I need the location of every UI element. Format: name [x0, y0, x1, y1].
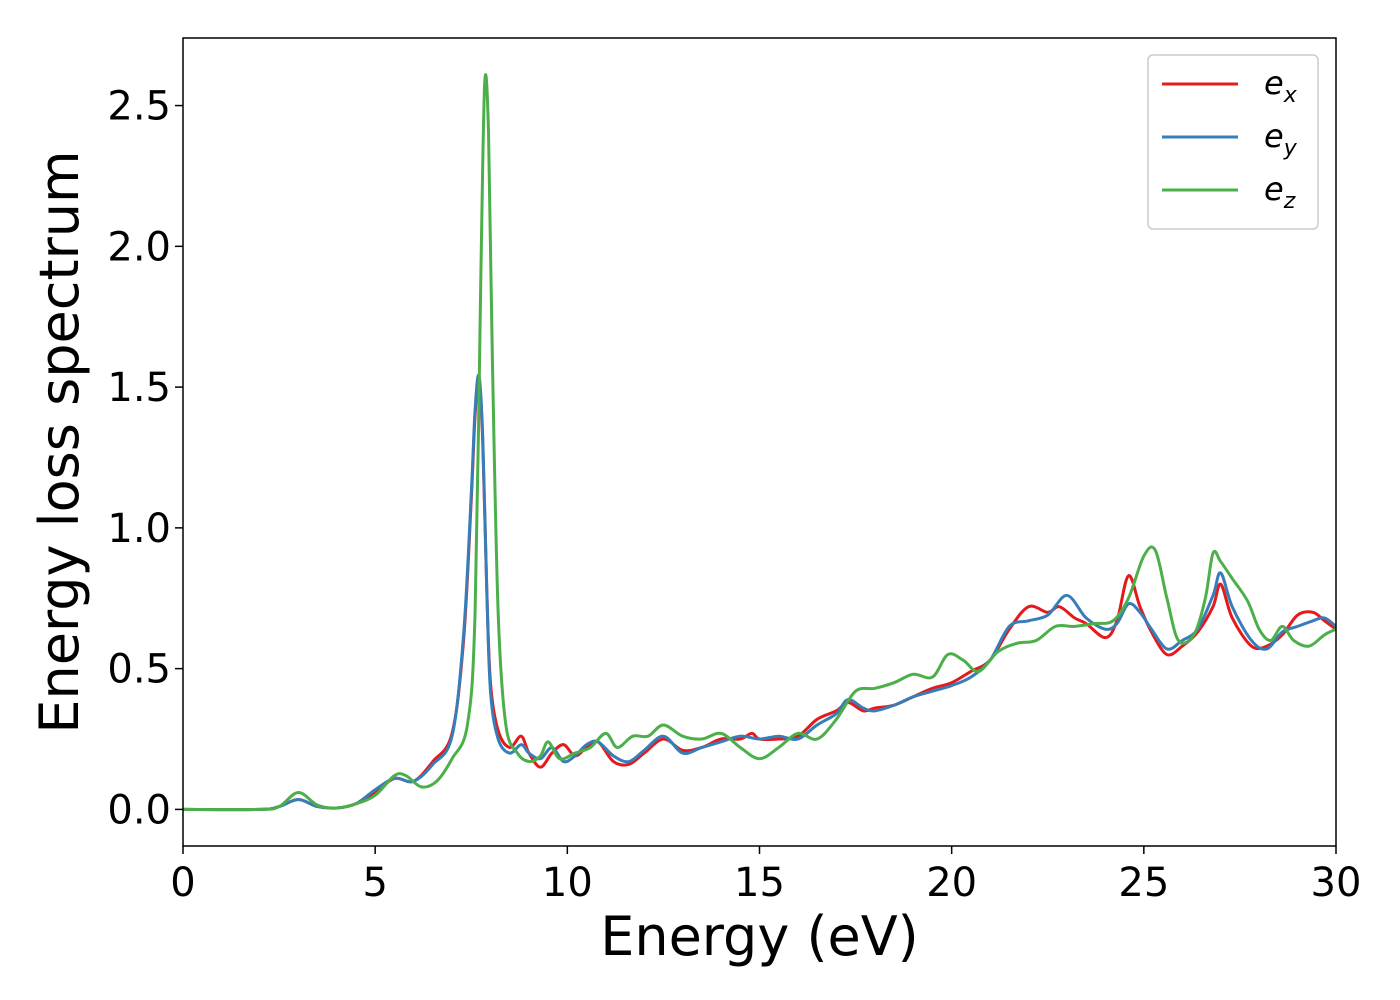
y-tick-label: 0.0 — [107, 787, 171, 833]
y-tick-label: 1.0 — [107, 506, 171, 552]
y-tick-label: 2.5 — [107, 84, 171, 130]
x-tick-label: 15 — [734, 860, 785, 906]
y-tick-label: 2.0 — [107, 224, 171, 270]
series-line-e-z — [183, 73, 1336, 812]
x-axis-title: Energy (eV) — [600, 905, 919, 968]
legend: ex ey ez — [1147, 54, 1319, 230]
x-tick-label: 25 — [1118, 860, 1169, 906]
x-tick-label: 10 — [542, 860, 593, 906]
series-line-e-y — [183, 373, 1336, 812]
axes-layer: 0 5 10 15 20 25 30 0.0 0.5 1.0 1.5 2.0 2.5 — [107, 37, 1362, 906]
legend-box — [1147, 54, 1319, 230]
y-tick-label: 1.5 — [107, 365, 171, 411]
legend-label-e-z: ez — [1264, 170, 1296, 214]
y-tick-label: 0.5 — [107, 647, 171, 693]
x-tick-label: 5 — [362, 860, 387, 906]
legend-label-e-x: ex — [1264, 64, 1298, 108]
series-layer — [183, 73, 1336, 812]
x-tick-label: 30 — [1311, 860, 1362, 906]
legend-label-e-y: ey — [1264, 117, 1298, 161]
y-axis-title: Energy loss spectrum — [28, 150, 91, 733]
x-tick-label: 0 — [170, 860, 195, 906]
x-tick-label: 20 — [926, 860, 977, 906]
